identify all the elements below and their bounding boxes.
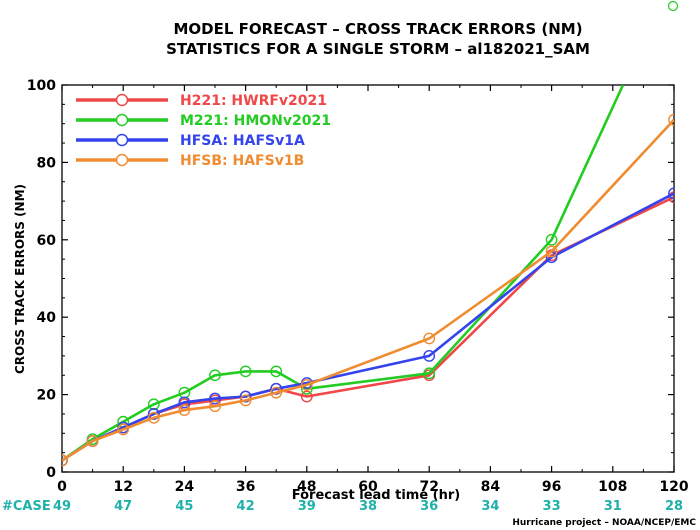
- series-line: [62, 192, 674, 462]
- corner-marker-icon: [667, 0, 679, 12]
- case-count: 34: [481, 499, 499, 514]
- y-tick-label: 20: [37, 388, 57, 404]
- x-tick-label: 96: [542, 479, 561, 495]
- y-tick-label: 80: [37, 155, 57, 171]
- y-tick-label: 40: [37, 310, 57, 326]
- legend-marker: [115, 93, 129, 107]
- data-point: [239, 390, 252, 403]
- legend-item: HFSA: HAFSv1A: [76, 133, 305, 149]
- y-axis-ticks: 0 20 40 60 80 100: [27, 78, 674, 481]
- data-point: [239, 394, 252, 407]
- series-1: [62, 85, 625, 467]
- x-tick-label: 0: [57, 479, 67, 495]
- x-tick-label: 108: [598, 479, 627, 495]
- x-tick-label: 12: [113, 479, 132, 495]
- chart-title: MODEL FORECAST – CROSS TRACK ERRORS (NM): [173, 20, 582, 38]
- data-point: [178, 396, 191, 409]
- legend-label: HFSA: HAFSv1A: [180, 133, 305, 149]
- x-tick-label: 120: [659, 479, 688, 495]
- data-point: [178, 386, 191, 399]
- credit-text: Hurricane project – NOAA/NCEP/EMC: [512, 518, 696, 528]
- y-tick-label: 0: [46, 465, 56, 481]
- data-point: [86, 435, 99, 447]
- case-count: 28: [665, 499, 683, 514]
- case-count: 33: [543, 499, 561, 514]
- data-point: [147, 411, 160, 424]
- x-tick-label: 36: [236, 479, 255, 495]
- series-line: [62, 196, 674, 462]
- data-point: [209, 400, 221, 413]
- case-counts: 49 47 45 42 39 38 36 34 33 31 28: [53, 499, 683, 514]
- data-point: [270, 365, 283, 378]
- data-point: [147, 398, 160, 411]
- data-point: [62, 454, 68, 467]
- legend-item: M221: HMONv2021: [76, 113, 331, 129]
- x-axis-ticks: 0 12 24 36 48 60 72 84 96 108 120: [57, 85, 689, 495]
- series-0: [62, 191, 674, 467]
- case-count-label: #CASE: [2, 499, 51, 514]
- series-3: [62, 113, 674, 467]
- legend-item: H221: HWRFv2021: [76, 93, 327, 109]
- y-tick-label: 60: [37, 233, 57, 249]
- data-point: [300, 390, 313, 403]
- legend-label: M221: HMONv2021: [180, 113, 331, 129]
- data-point: [209, 369, 221, 382]
- legend-label: HFSB: HAFSv1B: [180, 153, 304, 169]
- case-count: 47: [114, 499, 132, 514]
- legend-label: H221: HWRFv2021: [180, 93, 327, 109]
- data-point: [668, 113, 674, 126]
- series-layer: [62, 85, 674, 467]
- legend-item: HFSB: HAFSv1B: [76, 153, 304, 169]
- data-point: [668, 187, 674, 200]
- y-tick-label: 100: [27, 78, 56, 94]
- data-point: [300, 379, 313, 391]
- case-count: 38: [359, 499, 377, 514]
- data-point: [545, 233, 558, 246]
- data-point: [117, 423, 130, 436]
- case-count: 31: [604, 499, 622, 514]
- case-count: 39: [298, 499, 316, 514]
- y-axis-label: CROSS TRACK ERRORS (NM): [13, 184, 27, 374]
- data-point: [270, 386, 283, 399]
- case-count: 36: [420, 499, 438, 514]
- data-point: [209, 392, 221, 405]
- x-tick-label: 24: [175, 479, 195, 495]
- legend-marker: [115, 153, 129, 167]
- case-count: 49: [53, 499, 71, 514]
- x-tick-label: 48: [297, 479, 316, 495]
- data-point: [545, 245, 558, 258]
- series-2: [62, 187, 674, 467]
- chart-subtitle: STATISTICS FOR A SINGLE STORM – al182021…: [166, 40, 590, 58]
- data-point: [423, 332, 436, 345]
- legend-marker: [115, 113, 129, 127]
- x-axis-label: Forecast lead time (hr): [292, 488, 460, 503]
- x-tick-label: 84: [481, 479, 501, 495]
- data-point: [178, 404, 191, 416]
- data-point: [423, 349, 436, 362]
- data-point: [239, 365, 252, 378]
- data-point: [423, 367, 436, 380]
- legend-marker: [115, 133, 129, 147]
- case-count: 42: [237, 499, 255, 514]
- x-tick-label: 72: [419, 479, 438, 495]
- x-tick-label: 60: [358, 479, 378, 495]
- case-count: 45: [175, 499, 193, 514]
- legend: H221: HWRFv2021 M221: HMONv2021 HFSA: HAFS…: [76, 93, 331, 169]
